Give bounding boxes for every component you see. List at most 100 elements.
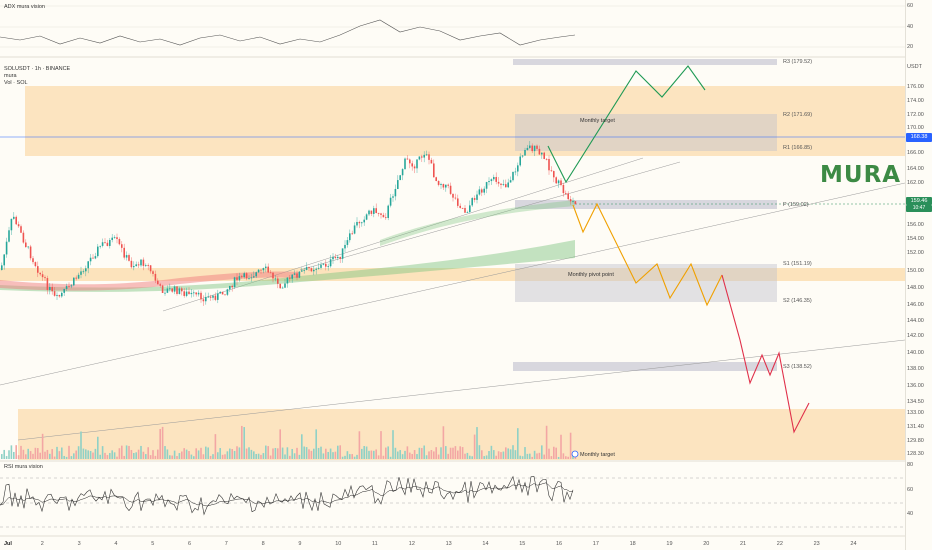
volume-bar xyxy=(157,449,159,459)
volume-bar xyxy=(389,456,392,459)
volume-bar xyxy=(327,451,329,459)
candle xyxy=(526,147,529,150)
time-label: 2 xyxy=(40,541,44,547)
candle xyxy=(241,276,243,278)
candle xyxy=(533,145,536,152)
volume-bar xyxy=(303,446,305,459)
volume-bar xyxy=(123,455,125,459)
volume-bar xyxy=(531,456,533,459)
volume-indicator-label[interactable]: Vol · SOL xyxy=(4,80,28,86)
volume-bar xyxy=(176,456,178,459)
volume-bar xyxy=(373,450,375,459)
candle xyxy=(25,242,27,248)
volume-bar xyxy=(401,454,404,459)
candle xyxy=(226,289,229,295)
candle xyxy=(257,269,260,273)
candle xyxy=(157,280,159,285)
volume-bar xyxy=(154,455,157,459)
volume-bar xyxy=(411,453,413,459)
volume-bar xyxy=(8,450,10,459)
candle xyxy=(128,255,130,261)
candle xyxy=(92,257,94,259)
volume-bar xyxy=(358,431,361,459)
volume-bar xyxy=(226,451,229,459)
volume-bar xyxy=(135,452,137,459)
candle xyxy=(310,268,313,272)
volume-bar xyxy=(101,446,104,459)
candle xyxy=(116,237,118,240)
volume-bar xyxy=(248,447,250,459)
volume-bar xyxy=(409,452,411,459)
time-label: 10 xyxy=(335,541,342,547)
candle xyxy=(10,218,13,231)
volume-bar xyxy=(137,449,140,459)
candle xyxy=(538,148,541,155)
volume-bar xyxy=(94,448,97,459)
current-marker xyxy=(571,450,579,458)
candle xyxy=(548,159,550,171)
candle xyxy=(485,182,488,189)
adx-tick: 20 xyxy=(907,44,914,50)
candle xyxy=(245,273,248,279)
candle xyxy=(514,171,517,173)
candle xyxy=(214,295,217,300)
candle xyxy=(401,169,404,176)
candle xyxy=(322,263,325,265)
candle xyxy=(555,177,557,184)
price-tick: 136.00 xyxy=(907,383,924,389)
price-tick: 164.00 xyxy=(907,166,924,172)
candle xyxy=(560,180,562,185)
volume-bar xyxy=(159,428,161,459)
volume-bar xyxy=(224,454,226,459)
candle xyxy=(483,188,485,193)
candle xyxy=(416,159,418,169)
volume-bar xyxy=(346,451,349,459)
symbol-title[interactable]: SOLUSDT · 1h · BINANCE xyxy=(4,66,71,72)
volume-bar xyxy=(190,454,193,459)
adx-pane xyxy=(0,5,905,48)
candle xyxy=(308,267,310,269)
monthly-target-bottom-label: Monthly target xyxy=(580,452,615,458)
candle xyxy=(75,277,77,279)
candle xyxy=(457,198,459,206)
volume-bar xyxy=(423,445,425,459)
candle xyxy=(262,268,265,271)
volume-bar xyxy=(466,452,469,459)
current-price-tag: 159.46 xyxy=(906,197,932,205)
indicator-mura-label[interactable]: mura xyxy=(4,73,17,79)
volume-bar xyxy=(349,454,351,459)
volume-bar xyxy=(375,449,377,459)
candle xyxy=(87,261,89,269)
volume-bar xyxy=(365,446,368,459)
candle xyxy=(188,291,190,295)
volume-bar xyxy=(181,451,183,459)
r3-box xyxy=(513,59,777,65)
volume-bar xyxy=(15,445,17,459)
volume-bar xyxy=(449,447,452,459)
price-axis[interactable] xyxy=(905,0,932,550)
volume-bar xyxy=(406,446,409,459)
volume-bar xyxy=(368,450,370,459)
candle xyxy=(243,273,245,278)
rsi-signal-line xyxy=(0,482,574,507)
candle xyxy=(406,158,409,160)
volume-bar xyxy=(382,455,385,459)
volume-bars xyxy=(1,425,577,459)
volume-bar xyxy=(152,450,154,459)
volume-bar xyxy=(332,452,334,459)
candle xyxy=(481,189,483,193)
candle xyxy=(349,233,351,241)
candle xyxy=(368,210,370,215)
candle xyxy=(490,179,493,182)
candle xyxy=(8,230,10,242)
s3-label: S3 (138.52) xyxy=(783,364,812,370)
candle xyxy=(305,267,308,270)
candle xyxy=(121,244,123,248)
candle xyxy=(344,244,346,249)
price-tick: 162.00 xyxy=(907,180,924,186)
candle xyxy=(466,212,469,213)
volume-bar xyxy=(356,454,358,459)
candle xyxy=(39,272,41,275)
volume-bar xyxy=(341,456,344,459)
